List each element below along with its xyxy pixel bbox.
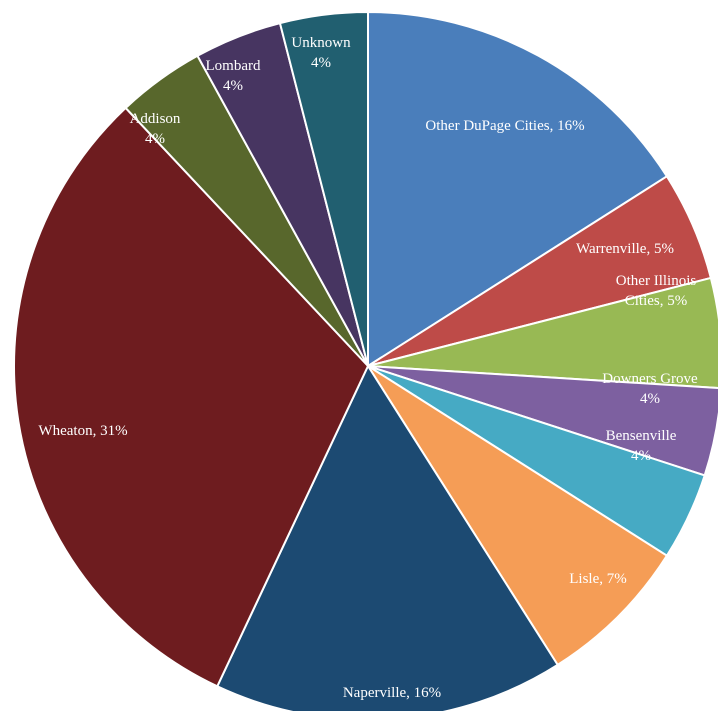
slice-label-line: Naperville, 16% bbox=[343, 685, 441, 701]
pie-slice-other-illinois-cities bbox=[367, 276, 718, 390]
slice-label-unknown: Unknown 4% bbox=[291, 35, 351, 71]
slice-label-line: 4% bbox=[223, 78, 243, 94]
slice-label-line: Cities, 5% bbox=[625, 293, 688, 309]
pie-slice-wheaton bbox=[13, 106, 370, 688]
pie-slice-unknown bbox=[278, 10, 369, 367]
slice-label-line: Other Illinois bbox=[616, 273, 697, 289]
pie-slice-lisle bbox=[367, 365, 669, 667]
slice-label-line: 4% bbox=[311, 55, 331, 71]
pie-labels: Other DuPage Cities, 16% Warrenville, 5% O… bbox=[38, 35, 698, 701]
slice-label-bensenville: Bensenville 4% bbox=[606, 428, 677, 464]
slice-label-line: 4% bbox=[640, 391, 660, 407]
slice-label-lombard: Lombard 4% bbox=[206, 58, 261, 94]
slice-label-downers-grove: Downers Grove 4% bbox=[602, 371, 698, 407]
slice-label-line: Unknown bbox=[291, 35, 351, 51]
slice-label-line: Downers Grove bbox=[602, 371, 698, 387]
slice-label-lisle: Lisle, 7% bbox=[569, 571, 627, 587]
slice-label-line: Lombard bbox=[206, 58, 261, 74]
slice-label-warrenville: Warrenville, 5% bbox=[576, 241, 674, 257]
slice-label-line: Wheaton, 31% bbox=[38, 423, 127, 439]
slice-label-line: Addison bbox=[130, 111, 181, 127]
slice-label-line: Other DuPage Cities, 16% bbox=[425, 118, 584, 134]
slice-label-line: Warrenville, 5% bbox=[576, 241, 674, 257]
slice-label-other-dupage-cities: Other DuPage Cities, 16% bbox=[425, 118, 584, 134]
slice-label-line: Lisle, 7% bbox=[569, 571, 627, 587]
pie-slice-naperville bbox=[215, 363, 560, 711]
slice-label-wheaton: Wheaton, 31% bbox=[38, 423, 127, 439]
slice-label-other-illinois-cities: Other Illinois Cities, 5% bbox=[616, 273, 697, 309]
slice-label-addison: Addison 4% bbox=[130, 111, 181, 147]
slice-label-naperville: Naperville, 16% bbox=[343, 685, 441, 701]
pie-slice-other-dupage-cities bbox=[367, 10, 669, 368]
pie-slices bbox=[13, 10, 718, 711]
slice-label-line: Bensenville bbox=[606, 428, 677, 444]
slice-label-line: 4% bbox=[145, 131, 165, 147]
slice-label-line: 4% bbox=[631, 448, 651, 464]
